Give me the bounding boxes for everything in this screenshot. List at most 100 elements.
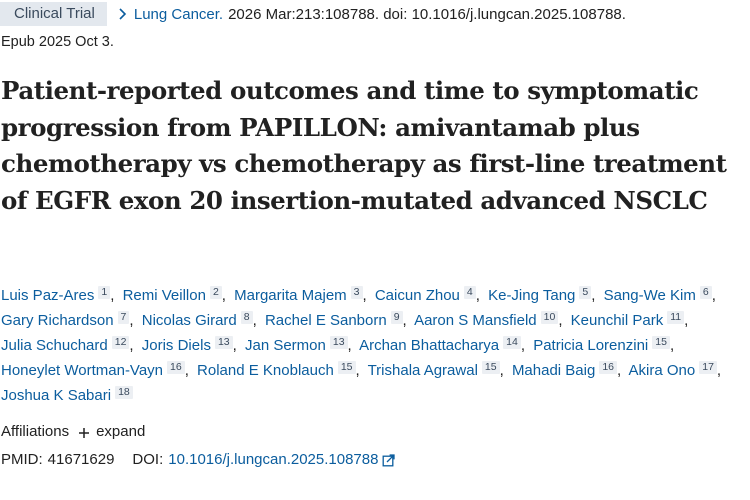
- affiliation-number-badge[interactable]: 8: [240, 311, 253, 324]
- author-item: Mahadi Baig 16,: [511, 361, 625, 379]
- affiliation-number-badge[interactable]: 14: [503, 336, 521, 349]
- external-link-icon[interactable]: [382, 454, 396, 467]
- doi-label: DOI:: [132, 451, 164, 468]
- author-separator: ,: [355, 362, 360, 379]
- author-separator: ,: [402, 312, 407, 329]
- author-name-link[interactable]: Julia Schuchard: [1, 337, 108, 354]
- author-separator: ,: [362, 287, 367, 304]
- author-item: Aaron S Mansfield 10,: [414, 311, 566, 329]
- affiliation-number-badge[interactable]: 16: [599, 361, 618, 374]
- expand-label: expand: [96, 423, 146, 440]
- affiliation-number-badge[interactable]: 12: [111, 336, 130, 349]
- affiliation-number-badge[interactable]: 13: [329, 336, 348, 349]
- author-item: Roland E Knoblauch 15,: [197, 361, 364, 379]
- plus-icon: [78, 426, 90, 438]
- author-name-link[interactable]: Honeylet Wortman-Vayn: [1, 362, 164, 379]
- affiliation-number-badge[interactable]: 11: [667, 311, 685, 324]
- affiliation-number-badge[interactable]: 13: [214, 336, 233, 349]
- author-name-link[interactable]: Joshua K Sabari: [1, 387, 112, 404]
- affiliation-number-badge[interactable]: 1: [98, 286, 111, 299]
- author-separator: ,: [591, 287, 596, 304]
- author-name-link[interactable]: Caicun Zhou: [374, 287, 460, 304]
- author-item: Caicun Zhou 4,: [374, 286, 484, 304]
- doi-link[interactable]: 10.1016/j.lungcan.2025.108788: [168, 451, 379, 468]
- author-item: Akira Ono 17,: [628, 361, 726, 379]
- affiliation-number-badge[interactable]: 15: [481, 361, 500, 374]
- author-separator: ,: [232, 337, 237, 354]
- affiliation-number-badge[interactable]: 15: [337, 361, 356, 374]
- author-item: Patricia Lorenzini 15,: [533, 336, 678, 354]
- author-separator: ,: [711, 287, 716, 304]
- epub-date: Epub 2025 Oct 3.: [1, 34, 114, 50]
- author-separator: ,: [716, 362, 722, 379]
- author-separator: ,: [499, 362, 504, 379]
- author-separator: ,: [221, 287, 226, 304]
- affiliation-number-badge[interactable]: 7: [117, 311, 130, 324]
- author-name-link[interactable]: Remi Veillon: [122, 287, 206, 304]
- publication-type-badge: Clinical Trial: [0, 2, 107, 26]
- affiliations-row: Affiliations expand: [1, 423, 145, 440]
- author-name-link[interactable]: Ke-Jing Tang: [488, 287, 576, 304]
- author-separator: ,: [129, 337, 134, 354]
- affiliation-number-badge[interactable]: 5: [579, 286, 592, 299]
- affiliations-expand-button[interactable]: expand: [78, 423, 145, 440]
- author-name-link[interactable]: Archan Bhattacharya: [359, 337, 500, 354]
- author-item: Margarita Majem 3,: [234, 286, 371, 304]
- affiliations-label: Affiliations: [1, 423, 70, 440]
- affiliation-number-badge[interactable]: 4: [463, 286, 476, 299]
- affiliation-number-badge[interactable]: 3: [350, 286, 363, 299]
- author-separator: ,: [184, 362, 189, 379]
- author-name-link[interactable]: Luis Paz-Ares: [1, 287, 95, 304]
- author-separator: ,: [252, 312, 257, 329]
- affiliation-number-badge[interactable]: 10: [540, 311, 559, 324]
- affiliation-number-badge[interactable]: 6: [699, 286, 712, 299]
- author-separator: ,: [110, 287, 115, 304]
- authors-list: Luis Paz-Ares 1, Remi Veillon 2, Margarita…: [1, 283, 749, 408]
- author-item: Trishala Agrawal 15,: [367, 361, 508, 379]
- author-name-link[interactable]: Patricia Lorenzini: [533, 337, 649, 354]
- author-name-link[interactable]: Sang-We Kim: [603, 287, 696, 304]
- affiliation-number-badge[interactable]: 9: [390, 311, 403, 324]
- author-separator: ,: [129, 312, 134, 329]
- author-item: Joshua K Sabari 18: [1, 386, 133, 404]
- affiliation-number-badge[interactable]: 15: [652, 336, 670, 349]
- author-item: Julia Schuchard 12,: [1, 336, 138, 354]
- pmid-label: PMID:: [1, 451, 43, 468]
- author-name-link[interactable]: Roland E Knoblauch: [197, 362, 334, 379]
- affiliation-number-badge[interactable]: 2: [209, 286, 222, 299]
- author-separator: ,: [558, 312, 563, 329]
- author-name-link[interactable]: Keunchil Park: [570, 312, 664, 329]
- author-name-link[interactable]: Margarita Majem: [234, 287, 347, 304]
- citation-line: Clinical Trial Lung Cancer. 2026 Mar:213…: [0, 2, 750, 26]
- affiliation-number-badge[interactable]: 18: [115, 386, 133, 399]
- author-item: Joris Diels 13,: [141, 336, 241, 354]
- author-name-link[interactable]: Gary Richardson: [1, 312, 114, 329]
- citation-details: 2026 Mar:213:108788. doi: 10.1016/j.lung…: [228, 5, 626, 23]
- author-name-link[interactable]: Rachel E Sanborn: [264, 312, 387, 329]
- author-item: Gary Richardson 7,: [1, 311, 138, 329]
- author-name-link[interactable]: Joris Diels: [141, 337, 211, 354]
- author-separator: ,: [669, 337, 675, 354]
- pmid-value: 41671629: [47, 451, 115, 468]
- author-separator: ,: [520, 337, 526, 354]
- author-name-link[interactable]: Mahadi Baig: [511, 362, 596, 379]
- author-item: Ke-Jing Tang 5,: [488, 286, 599, 304]
- author-name-link[interactable]: Akira Ono: [628, 362, 696, 379]
- author-name-link[interactable]: Aaron S Mansfield: [414, 312, 537, 329]
- chevron-right-icon: [117, 7, 128, 21]
- affiliation-number-badge[interactable]: 16: [167, 361, 185, 374]
- author-item: Luis Paz-Ares 1,: [1, 286, 118, 304]
- author-item: Nicolas Girard 8,: [141, 311, 261, 329]
- affiliation-number-badge[interactable]: 17: [699, 361, 717, 374]
- author-item: Jan Sermon 13,: [244, 336, 356, 354]
- author-name-link[interactable]: Trishala Agrawal: [367, 362, 478, 379]
- author-item: Rachel E Sanborn 9,: [264, 311, 411, 329]
- author-item: Honeylet Wortman-Vayn 16,: [1, 361, 193, 379]
- author-name-link[interactable]: Jan Sermon: [244, 337, 326, 354]
- author-separator: ,: [684, 312, 689, 329]
- author-item: Keunchil Park 11,: [570, 311, 693, 329]
- article-title: Patient-reported outcomes and time to sy…: [1, 76, 727, 215]
- author-name-link[interactable]: Nicolas Girard: [141, 312, 237, 329]
- journal-link[interactable]: Lung Cancer.: [133, 5, 224, 23]
- author-separator: ,: [475, 287, 480, 304]
